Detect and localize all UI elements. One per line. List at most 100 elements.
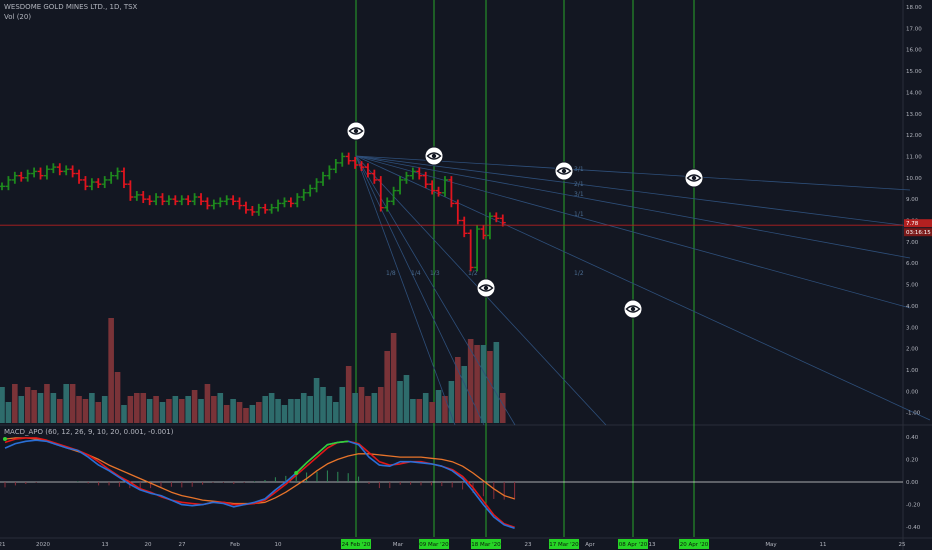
volume-bar xyxy=(377,387,384,423)
highlighted-date-tag[interactable] xyxy=(549,539,579,549)
macd-title[interactable]: MACD_APO (60, 12, 26, 9, 10, 20, 0.001, … xyxy=(4,428,174,436)
time-axis-tick: 11 xyxy=(820,542,827,548)
volume-bar xyxy=(12,384,18,423)
volume-bar xyxy=(243,408,249,423)
eye-markers[interactable] xyxy=(346,121,704,546)
highlighted-date-tag[interactable] xyxy=(618,539,648,549)
highlighted-date-tag[interactable] xyxy=(419,539,449,549)
volume-bars xyxy=(0,318,506,423)
time-axis-tick: May xyxy=(765,542,777,548)
macd-cross-highlight xyxy=(295,440,349,474)
fan-line[interactable] xyxy=(355,155,485,426)
fan-line[interactable] xyxy=(355,155,911,227)
volume-bar xyxy=(0,387,5,423)
volume-bar xyxy=(24,387,31,423)
volume-bar xyxy=(320,387,326,423)
volume-bar xyxy=(307,396,313,423)
volume-bar xyxy=(211,396,217,423)
price-axis[interactable]: 18.00 17.00 16.00 15.00 14.00 13.00 12.00 11.00… xyxy=(904,5,932,417)
current-price-value: 7.78 xyxy=(906,221,919,227)
symbol-title[interactable]: WESDOME GOLD MINES LTD., 1D, TSX xyxy=(4,3,138,11)
macd-axis[interactable]: 0.40 0.20 0.00 -0.20 -0.40 xyxy=(906,435,921,531)
volume-bar xyxy=(275,399,281,423)
volume-bar xyxy=(146,399,153,423)
highlighted-date-tag[interactable] xyxy=(679,539,709,549)
volume-bar xyxy=(217,393,224,423)
fan-label: 1/1 xyxy=(574,211,584,218)
price-axis-tick: 6.00 xyxy=(906,261,919,267)
volume-bar xyxy=(236,402,243,423)
volume-bar xyxy=(474,345,480,423)
eye-icon[interactable] xyxy=(623,299,643,319)
price-axis-tick: 17.00 xyxy=(906,26,922,32)
eye-icon-pupil xyxy=(630,306,636,312)
volume-bar xyxy=(230,399,236,423)
highlighted-date-label: 09 Mar '20 xyxy=(419,542,449,548)
eye-icon[interactable] xyxy=(476,278,496,298)
time-axis-tick: 10 xyxy=(275,542,282,548)
eye-icon[interactable] xyxy=(684,168,704,188)
volume-title[interactable]: Vol (20) xyxy=(4,13,32,21)
volume-bar xyxy=(76,396,82,423)
volume-bar xyxy=(384,351,390,423)
price-axis-tick: -1.00 xyxy=(906,411,921,417)
fan-line[interactable] xyxy=(355,155,911,259)
fan-label: 3/1 xyxy=(574,166,584,173)
macd-axis-tick: 0.00 xyxy=(906,480,919,486)
eye-icon-outline xyxy=(556,167,572,175)
time-axis-tick: 2020 xyxy=(36,542,50,548)
highlighted-date-label: 18 Mar '20 xyxy=(471,542,501,548)
volume-bar xyxy=(204,384,211,423)
volume-bar xyxy=(82,399,89,423)
eye-icon-outline xyxy=(348,127,364,135)
eye-icon[interactable] xyxy=(346,121,366,141)
volume-bar xyxy=(339,387,346,423)
time-axis-tick: 13 xyxy=(102,542,109,548)
fan-line[interactable] xyxy=(355,155,911,309)
time-axis[interactable]: 21 2020 13 20 27 Feb 10 Mar 23 Apr 13 May 11 25 24 Feb… xyxy=(0,539,906,549)
volume-bar xyxy=(326,396,333,423)
volume-bar xyxy=(422,393,429,423)
price-axis-tick: 0.00 xyxy=(906,389,919,395)
volume-bar xyxy=(185,396,191,423)
volume-bar xyxy=(256,402,262,423)
volume-bar xyxy=(455,357,461,423)
volume-bar xyxy=(249,405,256,423)
highlighted-date-label: 24 Feb '20 xyxy=(342,542,371,548)
volume-bar xyxy=(461,366,468,423)
fan-label: 1/2 xyxy=(468,270,478,277)
volume-bar xyxy=(262,396,269,423)
fan-line[interactable] xyxy=(355,155,456,426)
eye-icon[interactable] xyxy=(424,146,444,166)
volume-bar xyxy=(403,375,410,423)
highlighted-date-tag[interactable] xyxy=(341,539,371,549)
time-marker-lines[interactable] xyxy=(355,0,695,537)
fan-label: 3/1 xyxy=(574,191,584,198)
fan-line[interactable] xyxy=(355,155,911,191)
fan-label: 1/2 xyxy=(574,270,584,277)
volume-bar xyxy=(198,399,204,423)
countdown-value: 03:16:15 xyxy=(906,230,931,236)
volume-bar xyxy=(172,396,179,423)
highlighted-date-label: 20 Apr '20 xyxy=(680,542,709,548)
fan-label: 1/3 xyxy=(430,270,440,277)
volume-bar xyxy=(101,396,108,423)
volume-bar xyxy=(358,387,365,423)
volume-bar xyxy=(134,393,140,423)
eye-icon-pupil xyxy=(353,128,359,134)
volume-bar xyxy=(5,402,12,423)
volume-bar xyxy=(108,318,114,423)
eye-icon[interactable] xyxy=(554,161,574,181)
highlighted-date-tag[interactable] xyxy=(471,539,501,549)
volume-bar xyxy=(31,390,37,423)
time-axis-tick: 27 xyxy=(179,542,186,548)
price-axis-tick: 10.00 xyxy=(906,176,922,182)
highlighted-date-label: 17 Mar '20 xyxy=(549,542,579,548)
price-axis-tick: 12.00 xyxy=(906,133,922,139)
eye-icon-pupil xyxy=(691,175,697,181)
volume-bar xyxy=(390,333,397,423)
fan-line[interactable] xyxy=(355,155,516,426)
volume-bar xyxy=(365,396,371,423)
